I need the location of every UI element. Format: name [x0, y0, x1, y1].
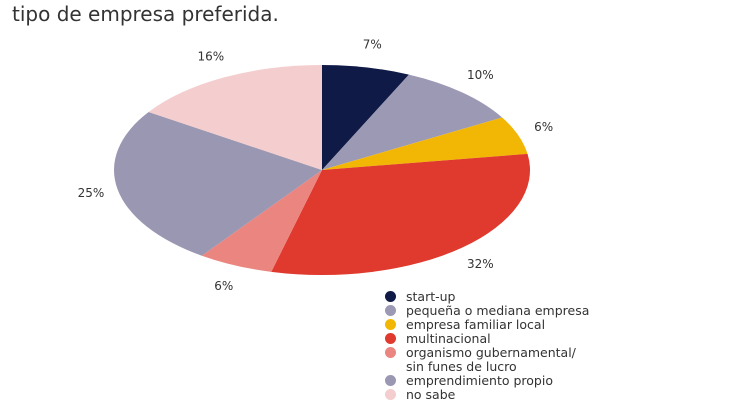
- legend-label: start-up: [406, 289, 456, 304]
- legend-item: multinacional: [385, 332, 589, 346]
- pie-slice: [271, 153, 530, 275]
- legend-label: organismo gubernamental/ sin funes de lu…: [406, 345, 576, 374]
- legend-item: start-up: [385, 290, 589, 304]
- pie-slice: [113, 112, 322, 256]
- legend-label: emprendimiento propio: [406, 373, 553, 388]
- legend-label: pequeña o mediana empresa: [406, 303, 590, 318]
- legend-swatch: [385, 375, 396, 386]
- legend-item: organismo gubernamental/ sin funes de lu…: [385, 346, 589, 374]
- value-label: 16%: [197, 50, 224, 64]
- pie-slice: [322, 65, 409, 170]
- legend-swatch: [385, 319, 396, 330]
- legend-item: emprendimiento propio: [385, 374, 589, 388]
- legend: start-up pequeña o mediana empresa empresa…: [385, 290, 589, 402]
- legend-item: no sabe: [385, 388, 589, 402]
- value-label: 10%: [467, 68, 494, 82]
- legend-label: no sabe: [406, 387, 456, 402]
- legend-swatch: [385, 305, 396, 316]
- legend-swatch: [385, 333, 396, 344]
- legend-label: multinacional: [406, 331, 491, 346]
- pie-slice: [322, 74, 503, 170]
- value-label: 6%: [534, 120, 553, 134]
- legend-swatch: [385, 291, 396, 302]
- value-label: 7%: [363, 37, 382, 51]
- chart-title: tipo de empresa preferida.: [12, 2, 279, 26]
- pie-slice: [322, 117, 528, 170]
- value-label: 32%: [467, 257, 494, 271]
- value-label: 25%: [78, 186, 105, 200]
- value-label: 6%: [214, 279, 233, 293]
- legend-item: empresa familiar local: [385, 318, 589, 332]
- pie-slice: [201, 170, 322, 272]
- pie-slice: [148, 65, 322, 170]
- legend-swatch: [385, 389, 396, 400]
- legend-label: empresa familiar local: [406, 317, 546, 332]
- legend-item: pequeña o mediana empresa: [385, 304, 589, 318]
- legend-swatch: [385, 347, 396, 358]
